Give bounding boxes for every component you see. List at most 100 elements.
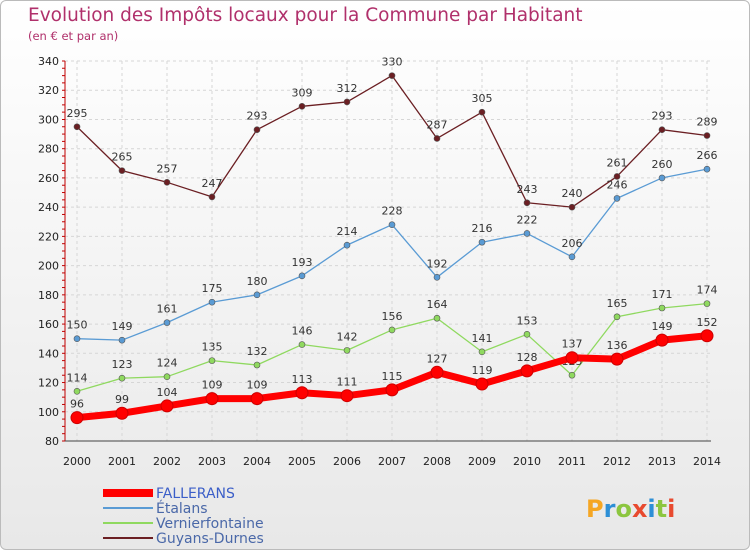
data-label: 171 [652,288,673,301]
x-tick-label: 2003 [198,455,226,468]
x-tick-label: 2005 [288,455,316,468]
data-label: 247 [202,177,223,190]
data-label: 119 [472,364,493,377]
x-tick-label: 2002 [153,455,181,468]
data-point [298,341,306,348]
data-point [613,173,621,180]
data-label: 214 [337,225,358,238]
y-tick-label: 80 [45,435,59,448]
x-tick-label: 2009 [468,455,496,468]
data-label: 153 [517,314,538,327]
data-label: 312 [337,82,358,95]
legend-label: Vernierfontaine [156,516,264,532]
data-label: 293 [652,110,673,123]
data-point [208,357,216,364]
legend-label: Étalans [156,500,208,517]
data-point [205,392,219,406]
chart-subtitle: (en € et par an) [28,29,119,43]
data-point [613,313,621,321]
data-point [658,174,666,182]
y-tick-label: 180 [38,289,59,302]
data-point [703,132,711,139]
data-point [340,389,354,403]
data-label: 265 [112,151,133,164]
data-label: 228 [382,205,403,218]
data-label: 330 [382,56,403,69]
data-label: 246 [607,178,628,191]
data-label: 206 [562,237,583,250]
x-tick-label: 2014 [693,455,721,468]
x-tick-label: 2001 [108,455,136,468]
data-label: 243 [517,183,538,196]
data-point [523,331,531,338]
y-tick-label: 220 [38,230,59,243]
data-label: 165 [607,297,628,310]
data-label: 174 [697,284,718,297]
x-tick-label: 2007 [378,455,406,468]
data-label: 257 [157,162,178,175]
data-point [70,411,84,425]
x-tick-label: 2006 [333,455,361,468]
y-tick-label: 140 [38,347,59,360]
data-point [478,238,486,246]
data-point [658,304,666,312]
y-tick-label: 340 [38,55,59,68]
data-point [613,195,621,202]
data-point [208,193,216,201]
data-point [568,203,576,211]
data-point [115,406,129,420]
data-point [73,388,81,395]
x-tick-label: 2011 [558,455,586,468]
data-point [163,319,171,326]
data-point [253,126,261,133]
data-point [610,352,624,366]
data-point [568,371,576,379]
data-point [703,300,711,307]
chart-title: Evolution des Impôts locaux pour la Comm… [28,5,583,26]
data-label: 109 [202,379,223,392]
data-label: 305 [472,92,493,105]
data-point [250,392,264,406]
x-tick-label: 2008 [423,455,451,468]
data-point [523,199,531,207]
data-point [520,364,534,378]
data-label: 124 [157,357,178,370]
data-point [298,272,306,280]
data-point [118,336,126,344]
x-tick-label: 2000 [63,455,91,468]
data-label: 115 [382,370,403,383]
data-point [478,108,486,116]
y-tick-label: 260 [38,172,59,185]
data-label: 141 [472,332,493,345]
data-point [655,333,669,347]
data-point [565,351,579,365]
data-label: 96 [70,398,84,411]
data-point [298,103,306,110]
data-point [118,374,126,382]
data-point [253,361,261,369]
data-label: 109 [247,379,268,392]
data-point [388,326,396,334]
y-tick-label: 300 [38,113,59,126]
data-label: 149 [652,320,673,333]
data-label: 240 [562,187,583,200]
data-point [433,314,441,322]
data-label: 164 [427,298,448,311]
data-label: 261 [607,156,628,169]
data-point [253,291,261,299]
y-tick-label: 120 [38,377,59,390]
data-label: 309 [292,86,313,99]
data-label: 135 [202,341,223,354]
x-tick-label: 2013 [648,455,676,468]
proxiti-logo: Proxiti [586,495,675,523]
x-tick-label: 2010 [513,455,541,468]
data-label: 289 [697,116,718,129]
data-label: 216 [472,222,493,235]
data-label: 266 [697,149,718,162]
data-point [523,230,531,237]
data-point [568,253,576,261]
y-tick-label: 320 [38,84,59,97]
data-point [388,221,396,228]
y-tick-label: 200 [38,260,59,273]
